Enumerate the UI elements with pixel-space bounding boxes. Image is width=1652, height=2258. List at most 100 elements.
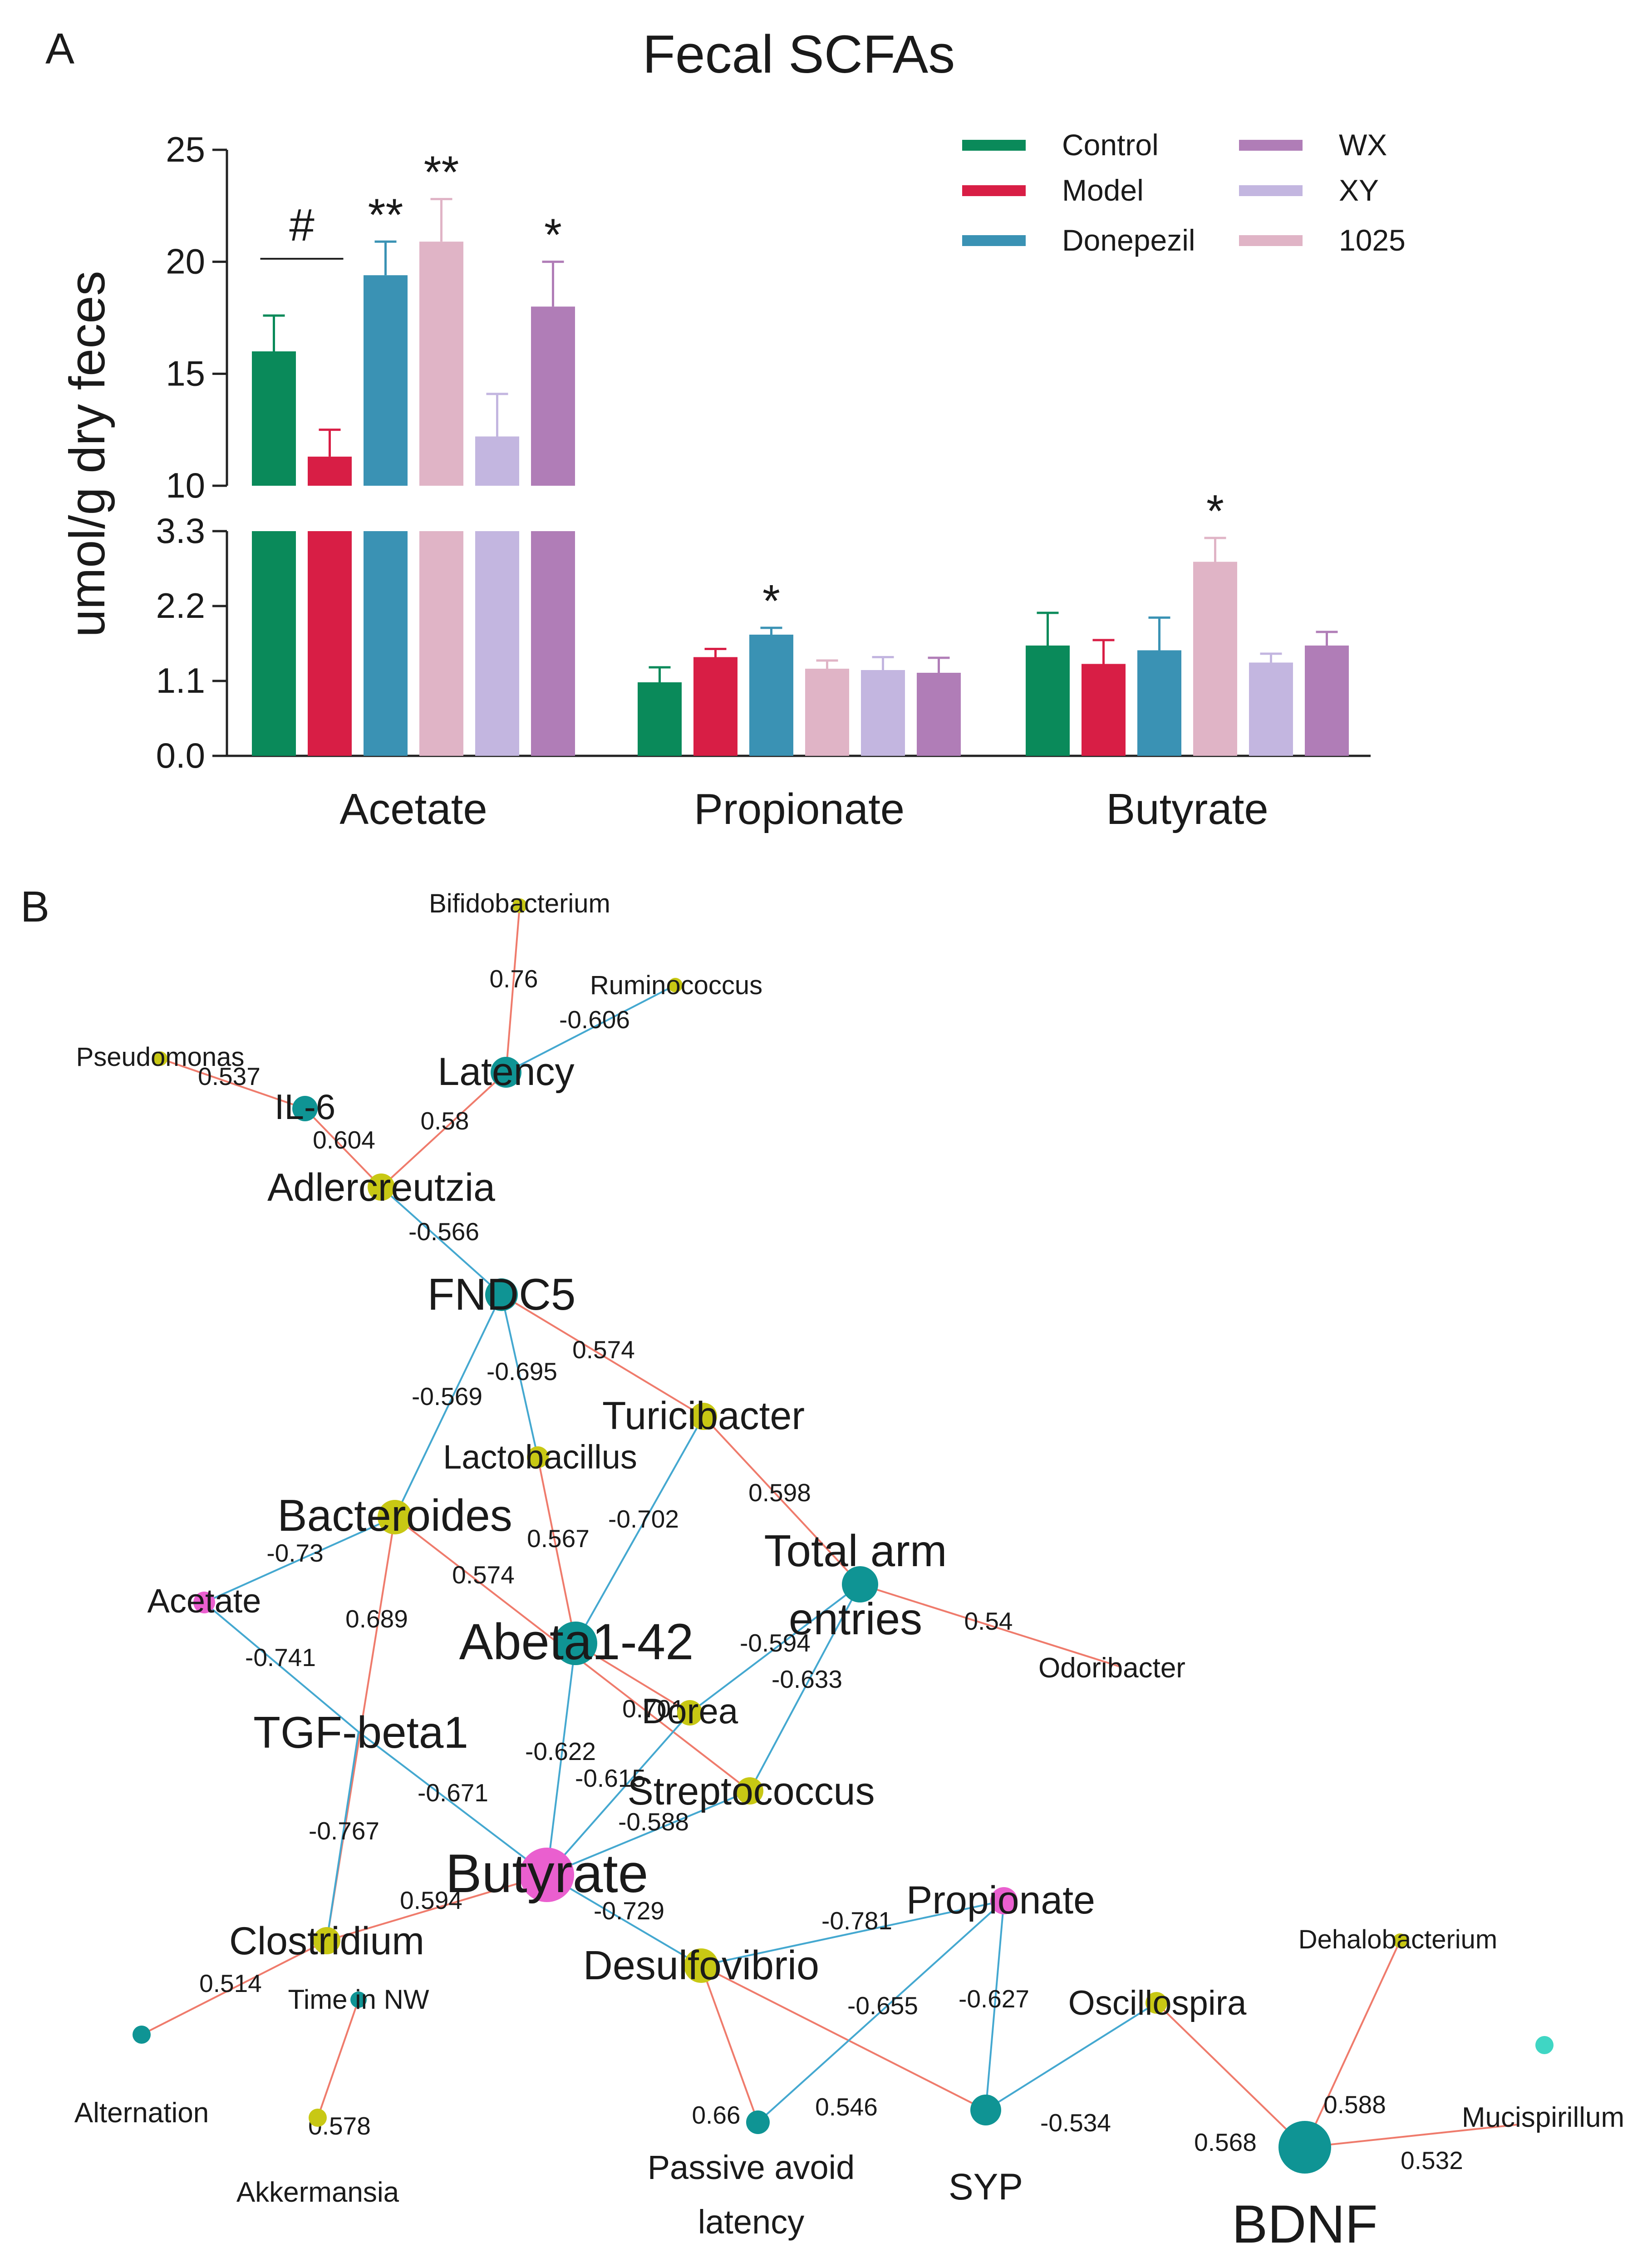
node-label-desulfovibrio: Desulfovibrio (583, 1943, 819, 1988)
edge-weight-label: 0.604 (313, 1126, 375, 1154)
bar-wx-acetate-lower (531, 531, 575, 756)
edge-weight-label: 0.574 (452, 1561, 515, 1589)
edge-totalarm-dorea (689, 1583, 861, 1714)
edge-desulfovibrio-syp (701, 1965, 986, 2111)
node-label-clostridium: Clostridium (229, 1919, 424, 1963)
edge-desulfovibrio-propionate (701, 1900, 1004, 1967)
edge-weight-label: -0.627 (959, 1985, 1029, 2013)
legend-label-wx: WX (1339, 128, 1387, 162)
edge-timenw-akkermansia (317, 1999, 359, 2118)
panel-letter-a: A (45, 25, 74, 73)
node-desulfovibrio (684, 1948, 718, 1983)
panel-b-correlation-network: B 0.76 -0.606 0.537 0.604 0.58 -0.566 0.574 -0.… (20, 882, 1624, 2254)
category-labels: Acetate Propionate Butyrate (339, 785, 1268, 833)
bar-donepezil-acetate-lower (364, 531, 408, 756)
y-ticks-lower: 0.0 1.1 2.2 3.3 (156, 511, 227, 775)
edge-weight-label: -0.671 (418, 1779, 488, 1807)
node-turicibacter (690, 1403, 717, 1430)
edge-desulfovibrio-passiveavoid (700, 1965, 759, 2123)
node-pseudomonas (153, 1051, 167, 1066)
legend-swatch-wx (1239, 140, 1303, 151)
edge-weight-label: 0.546 (815, 2093, 878, 2121)
edge-weight-label: -0.702 (608, 1505, 679, 1533)
edge-dorea-butyrate (546, 1712, 691, 1876)
y-tick-label: 3.3 (156, 511, 205, 551)
edge-ruminococcus-latency (506, 984, 676, 1073)
significance-label: # (289, 200, 315, 251)
node-bdnf (1278, 2121, 1331, 2174)
significance-label: * (544, 210, 562, 261)
node-label-oscillospira: Oscillospira (1068, 1984, 1247, 2022)
node-dehalobacterium (1393, 1933, 1407, 1948)
bar-donepezil-acetate-upper (364, 275, 408, 486)
edge-weight-label: 0.58 (420, 1107, 469, 1135)
edge-weight-label: -0.655 (847, 1992, 918, 2020)
edge-weight-label: 0.594 (400, 1886, 462, 1914)
error-bars (263, 198, 1338, 682)
node-label-dorea: Dorea (642, 1691, 738, 1731)
edge-weight-label: -0.615 (575, 1764, 646, 1792)
edge-weight-label: 0.514 (199, 1969, 262, 1997)
y-tick-label: 25 (166, 129, 205, 169)
edge-tgfb1-butyrate (358, 1731, 548, 1876)
legend-label-donepezil: Donepezil (1062, 223, 1195, 257)
node-label-ruminococcus: Ruminococcus (590, 971, 762, 1000)
bar-xy-acetate-lower (475, 531, 519, 756)
bar-xy-acetate-upper (475, 436, 519, 486)
edge-abeta-butyrate (546, 1643, 576, 1875)
bar-wx-acetate-upper (531, 306, 575, 486)
bar-donepezil-propionate (749, 635, 793, 756)
edge-weight-label: -0.633 (772, 1665, 842, 1693)
bar-model-propionate (693, 657, 738, 756)
node-label-mucispirillum: Mucispirillum (1462, 2102, 1624, 2133)
legend-swatch-control (962, 140, 1026, 151)
legend: Control Model Donepezil WX XY 1025 (962, 128, 1406, 257)
node-label-bifidobacterium: Bifidobacterium (429, 889, 610, 918)
legend-swatch-model (962, 185, 1026, 196)
significance-label: ** (424, 147, 459, 198)
y-tick-label: 2.2 (156, 586, 205, 626)
network-edges (141, 905, 1519, 2148)
bar-control-butyrate (1026, 646, 1070, 756)
edge-lactobacillus-abeta (537, 1457, 576, 1644)
node-oscillospira (1146, 1992, 1167, 2014)
edge-turicibacter-abeta (575, 1416, 704, 1644)
edge-oscillospira-bdnf (1155, 2002, 1306, 2148)
bar-donepezil-butyrate (1137, 650, 1181, 756)
edge-streptococcus-butyrate (546, 1790, 750, 1876)
node-label-abeta: Abeta1-42 (459, 1613, 694, 1670)
edge-weight-label: -0.622 (525, 1737, 596, 1765)
node-bifidobacterium (512, 898, 527, 913)
node-label-akkermansia: Akkermansia (236, 2177, 399, 2208)
category-label: Butyrate (1106, 785, 1268, 833)
y-tick-label: 15 (166, 353, 205, 393)
edge-bdnf-mucispirillum (1304, 2124, 1519, 2148)
significance-label: * (762, 576, 780, 626)
edge-weight-label: 0.567 (527, 1524, 590, 1553)
y-tick-label: 10 (166, 465, 205, 505)
edge-weight-label: -0.73 (266, 1539, 323, 1567)
edge-pseudomonas-il6 (160, 1058, 305, 1109)
node-label-il6: IL-6 (275, 1087, 335, 1127)
node-totalarm (842, 1566, 878, 1602)
bar-model-acetate-lower (308, 531, 352, 756)
legend-swatch-donepezil (962, 235, 1026, 246)
node-fndc5 (485, 1278, 518, 1311)
legend-swatch-xy (1239, 185, 1303, 196)
network-node-labels: Bifidobacterium Ruminococcus Pseudomonas IL… (74, 889, 1624, 2254)
node-clostridium (313, 1927, 340, 1954)
edge-weight-label: -0.569 (412, 1382, 482, 1410)
node-label-passiveavoid-line2: latency (698, 2203, 804, 2241)
node-adlercreutzia (368, 1173, 395, 1201)
node-label-lactobacillus: Lactobacillus (443, 1438, 637, 1476)
edge-weight-label: -0.695 (487, 1357, 557, 1385)
edge-adlercreutzia-fndc5 (380, 1186, 502, 1296)
node-timenw (350, 1992, 367, 2008)
bar-1025-butyrate (1193, 562, 1237, 756)
bar-xy-butyrate (1249, 662, 1293, 756)
node-alternation (133, 2026, 151, 2044)
edge-tgfb1-clostridium (326, 1731, 359, 1941)
edge-weight-label: 0.701 (622, 1695, 685, 1723)
edge-butyrate-desulfovibrio (546, 1874, 702, 1967)
